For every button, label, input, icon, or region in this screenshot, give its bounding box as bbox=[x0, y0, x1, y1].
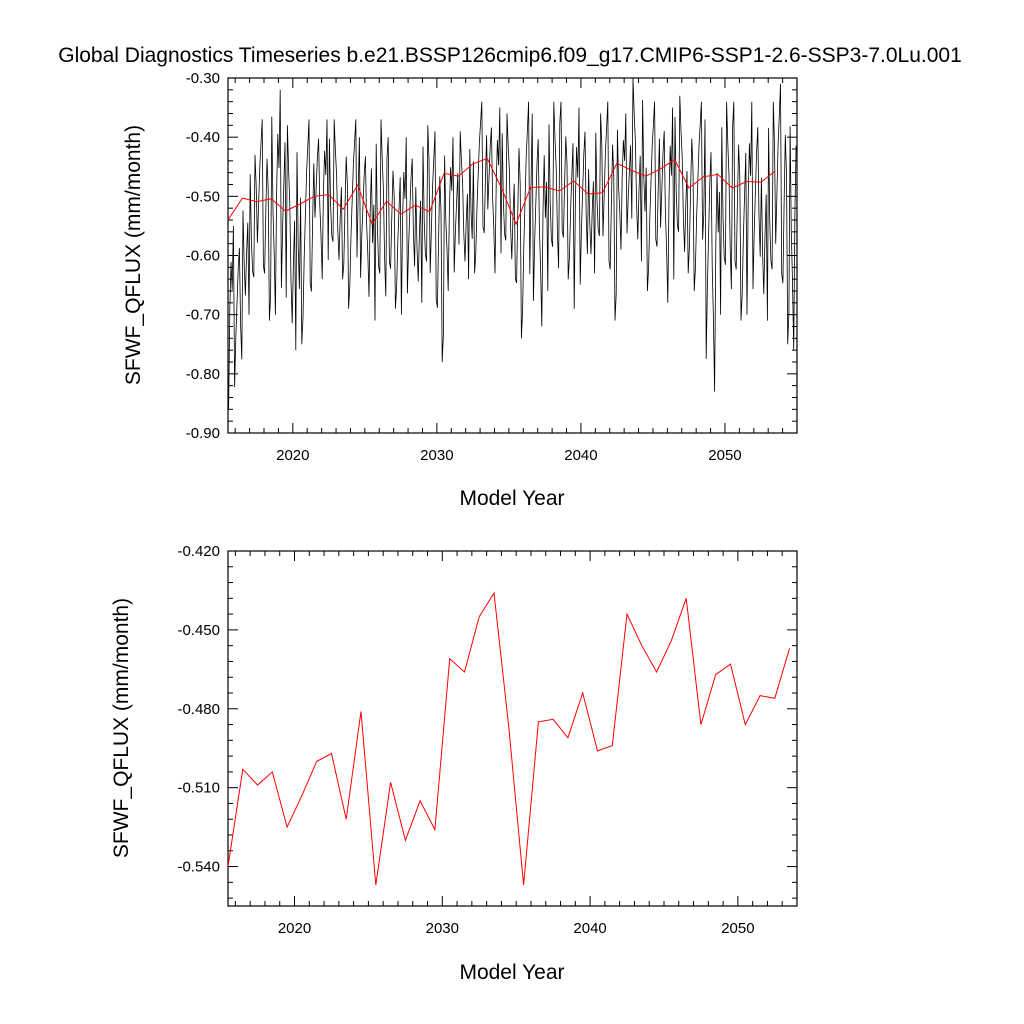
x-tick-label: 2050 bbox=[708, 447, 741, 464]
top-x-axis-label: Model Year bbox=[459, 487, 564, 510]
y-tick-label: -0.70 bbox=[186, 307, 220, 324]
y-tick-label: -0.90 bbox=[186, 425, 220, 442]
x-tick-label: 2040 bbox=[564, 447, 597, 464]
annual-mean-series-line bbox=[227, 591, 791, 886]
top-plot-frame bbox=[227, 77, 798, 434]
bottom-plot-frame bbox=[227, 550, 798, 907]
x-tick-label: 2040 bbox=[573, 920, 606, 937]
x-tick-label: 2020 bbox=[276, 447, 309, 464]
x-tick-label: 2030 bbox=[426, 920, 459, 937]
y-tick-label: -0.480 bbox=[177, 701, 220, 718]
top-panel: 2020 2030 2040 2050 -0.90-0.80-0.70-0.60-0.… bbox=[122, 70, 798, 510]
bottom-panel: 2020 2030 2040 2050 -0.540 -0.510 -0.480 -0.45… bbox=[110, 543, 798, 984]
bottom-x-axis-label: Model Year bbox=[459, 961, 564, 984]
x-tick-label: 2020 bbox=[278, 920, 311, 937]
y-tick-label: -0.540 bbox=[177, 859, 220, 876]
figure-title: Global Diagnostics Timeseries b.e21.BSSP… bbox=[58, 44, 962, 67]
y-tick-label: -0.60 bbox=[186, 248, 220, 265]
y-tick-label: -0.420 bbox=[177, 543, 220, 560]
x-tick-label: 2030 bbox=[420, 447, 453, 464]
annual-mean-series-line bbox=[227, 157, 776, 226]
y-tick-label: -0.510 bbox=[177, 780, 220, 797]
bottom-x-ticks: 2020 2030 2040 2050 bbox=[234, 551, 798, 937]
top-y-ticks: -0.90 -0.80 -0.70 -0.60 -0.50 -0.40 -0.30 bbox=[186, 70, 797, 442]
y-tick-label: -0.80 bbox=[186, 366, 220, 383]
y-tick-label: -0.50 bbox=[186, 188, 220, 205]
y-tick-label: -0.30 bbox=[186, 70, 220, 87]
y-tick-label: -0.40 bbox=[186, 129, 220, 146]
top-series bbox=[227, 77, 797, 410]
monthly-series-line bbox=[228, 77, 797, 410]
top-y-axis-label: SFWF_QFLUX (mm/month) bbox=[122, 125, 145, 385]
bottom-y-ticks: -0.540 -0.510 -0.480 -0.450 -0.420 bbox=[177, 543, 797, 899]
bottom-series bbox=[227, 591, 791, 886]
bottom-y-axis-label: SFWF_QFLUX (mm/month) bbox=[110, 598, 133, 858]
top-x-ticks: 2020 2030 2040 2050 bbox=[234, 78, 798, 464]
y-tick-label: -0.450 bbox=[177, 622, 220, 639]
x-tick-label: 2050 bbox=[721, 920, 754, 937]
